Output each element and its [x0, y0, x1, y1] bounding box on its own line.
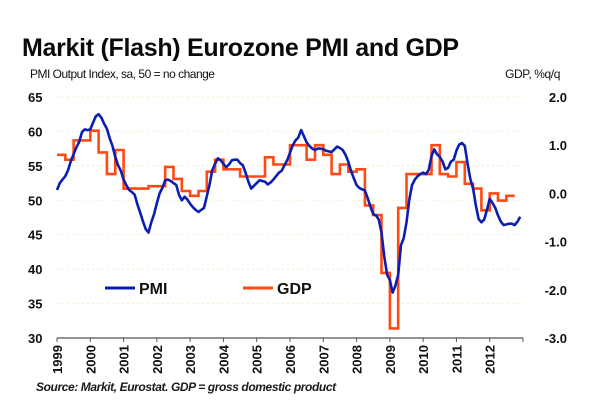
y-tick-label: 55 [28, 159, 42, 174]
series-layer [55, 112, 522, 330]
left-axis-label: PMI Output Index, sa, 50 = no change [30, 67, 215, 81]
x-tick-label: 1999 [50, 345, 65, 374]
y2-tick-label: 0.0 [549, 186, 567, 201]
x-tick-label: 2006 [283, 345, 298, 374]
y2-tick-label: -3.0 [545, 331, 567, 346]
x-tick-label: 2007 [316, 345, 331, 374]
gridlines [57, 96, 523, 305]
x-tick-label: 2000 [83, 345, 98, 374]
left-axis-ticks: 65 60 55 50 45 40 35 30 [28, 90, 42, 346]
right-axis-label: GDP, %q/q [505, 67, 560, 81]
y-tick-label: 30 [28, 331, 42, 346]
y-tick-label: 40 [28, 262, 42, 277]
x-tick-label: 2012 [483, 345, 498, 374]
legend-label-pmi: PMI [139, 281, 167, 298]
x-tick-label: 2003 [183, 345, 198, 374]
y2-tick-label: -1.0 [545, 235, 567, 250]
chart-title: Markit (Flash) Eurozone PMI and GDP [22, 34, 459, 62]
y-tick-label: 45 [28, 228, 42, 243]
legend: PMI GDP [105, 281, 312, 298]
y-tick-label: 60 [28, 124, 42, 139]
y2-tick-label: 2.0 [549, 90, 567, 105]
x-tick-label: 2001 [117, 345, 132, 374]
x-tick-label: 2008 [350, 345, 365, 374]
legend-label-gdp: GDP [277, 281, 312, 298]
right-axis-ticks: 2.0 1.0 0.0 -1.0 -2.0 -3.0 [545, 90, 567, 346]
source-note: Source: Markit, Eurostat. GDP = gross do… [36, 380, 336, 394]
x-tick-label: 2009 [383, 345, 398, 374]
x-tick-label: 2002 [150, 345, 165, 374]
series-gdp-line [57, 129, 515, 330]
x-tick-label: 2010 [416, 345, 431, 374]
x-tick-label: 2011 [449, 345, 464, 373]
y2-tick-label: -2.0 [545, 283, 567, 298]
y2-tick-label: 1.0 [549, 138, 567, 153]
y-tick-label: 35 [28, 297, 42, 312]
x-axis: 1999 2000 2001 2002 2003 2004 2005 2006 2007 2008… [50, 337, 524, 374]
series-pmi-line [55, 112, 522, 294]
y-tick-label: 50 [28, 193, 42, 208]
x-tick-label: 2004 [216, 344, 231, 374]
y-tick-label: 65 [28, 90, 42, 105]
x-tick-label: 2005 [250, 345, 265, 374]
